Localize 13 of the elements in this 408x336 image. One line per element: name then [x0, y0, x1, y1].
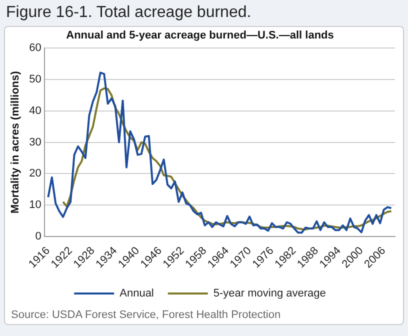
y-tick-label: 30: [29, 136, 42, 148]
y-tick-label: 50: [29, 74, 42, 86]
legend-label: 5-year moving average: [213, 288, 326, 300]
y-tick-label: 10: [29, 199, 42, 212]
chart-subtitle: Annual and 5-year acreage burned—U.S.—all lands: [66, 30, 334, 42]
y-tick-label: 60: [29, 42, 42, 54]
y-axis-title: Mortality in acres (millions): [10, 70, 22, 214]
source-note: Source: USDA Forest Service, Forest Health Protection: [10, 309, 282, 323]
chart-title: Figure 16-1. Total acreage burned.: [6, 4, 252, 22]
legend-label: Annual: [120, 288, 154, 300]
y-tick-label: 0: [35, 230, 42, 242]
y-tick-label: 20: [29, 168, 42, 180]
y-tick-label: 40: [29, 104, 42, 117]
